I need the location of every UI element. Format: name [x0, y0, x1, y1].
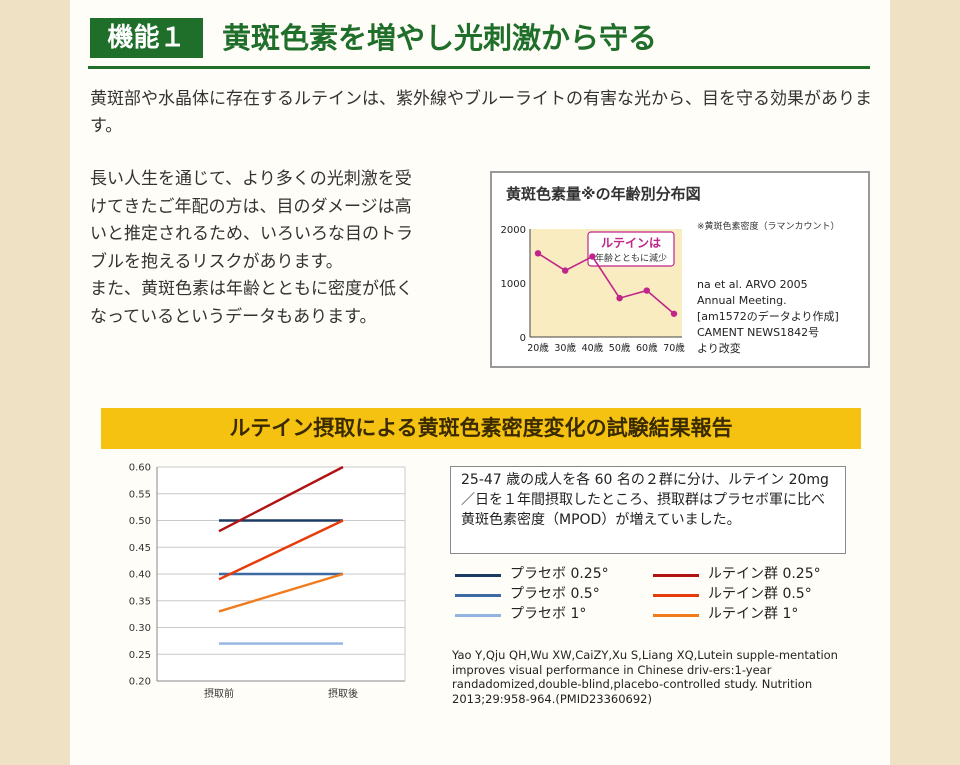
x-tick-label: 50歳	[609, 342, 631, 354]
figure-source-line: na et al. ARVO 2005	[697, 278, 808, 291]
legend-swatch	[653, 574, 699, 577]
legend-label: ルテイン群 1°	[708, 606, 799, 622]
figure-title: 黄斑色素量※の年齢別分布図	[506, 185, 701, 203]
data-point	[562, 267, 569, 274]
chart-legend: プラセボ 0.25° プラセボ 0.5° プラセボ 1° ルテイン群 0.25° ルテイ…	[455, 566, 855, 634]
legend-swatch	[455, 594, 501, 597]
legend-swatch	[653, 614, 699, 617]
y-tick-label: 2000	[501, 225, 526, 236]
legend-swatch	[455, 614, 501, 617]
legend-label: ルテイン群 0.5°	[708, 586, 812, 602]
data-line	[537, 252, 675, 315]
figure-source: na et al. ARVO 2005 Annual Meeting. [am1…	[697, 277, 839, 357]
data-point	[589, 253, 596, 260]
y-tick-label: 0.25	[129, 650, 151, 661]
trial-banner: ルテイン摂取による黄斑色素密度変化の試験結果報告	[101, 408, 861, 449]
data-point	[616, 294, 623, 302]
feature-tag: 機能１	[90, 18, 203, 58]
x-tick-label: 摂取後	[328, 687, 358, 700]
figure-source-line: CAMENT NEWS1842号	[697, 326, 820, 339]
age-distribution-figure: 黄斑色素量※の年齢別分布図 0 1000 2000 20歳 30歳 40歳 50歳 60歳 70…	[490, 171, 870, 368]
age-paragraph-line: けてきたご年配の方は、目のダメージは高	[90, 196, 412, 217]
y-tick-label: 1000	[501, 279, 526, 290]
age-paragraph-line: また、黄斑色素は年齢とともに密度が低く	[90, 279, 413, 299]
mpod-chart: 0.20 0.25 0.30 0.35 0.40 0.45 0.50 0.55 0.60 摂取前 摂…	[129, 463, 406, 700]
series-line	[218, 465, 344, 533]
x-tick-label: 30歳	[554, 342, 576, 354]
y-tick-label: 0	[520, 333, 526, 344]
legend-label: プラセボ 1°	[510, 606, 587, 622]
y-tick-label: 0.55	[129, 489, 151, 500]
legend-label: プラセボ 0.25°	[510, 566, 609, 582]
section-title: 黄斑色素を増やし光刺激から守る	[222, 21, 658, 55]
callout-line: ルテインは	[601, 236, 661, 250]
callout-box	[587, 231, 675, 267]
section-heading: 機能１ 黄斑色素を増やし光刺激から守る	[88, 14, 870, 69]
series-line	[218, 572, 344, 613]
age-paragraph-line: なっているというデータもあります。	[90, 306, 377, 327]
y-tick-label: 0.35	[129, 596, 151, 607]
age-paragraph: 長い人生を通じて、より多くの光刺激を受 けてきたご年配の方は、目のダメージは高 …	[90, 166, 475, 331]
x-tick-label: 40歳	[582, 342, 604, 354]
data-point	[643, 287, 650, 294]
y-tick-label: 0.40	[129, 570, 151, 581]
y-tick-label: 0.60	[129, 463, 151, 474]
age-paragraph-line: 長い人生を通じて、より多くの光刺激を受	[90, 169, 412, 189]
y-tick-label: 0.20	[129, 677, 151, 688]
age-paragraph-line: いと推定されるため、いろいろな目のトラ	[90, 224, 413, 244]
data-point	[670, 310, 678, 317]
series-line	[218, 519, 344, 581]
y-tick-label: 0.30	[129, 623, 151, 634]
x-tick-label: 摂取前	[204, 687, 234, 700]
callout-line: 年齢とともに減少	[595, 252, 667, 264]
age-paragraph-line: ブルを抱えるリスクがあります。	[90, 251, 343, 272]
y-tick-label: 0.50	[129, 516, 151, 527]
legend-swatch	[653, 594, 699, 597]
x-tick-label: 70歳	[663, 342, 685, 354]
legend-label: ルテイン群 0.25°	[708, 566, 821, 582]
x-tick-label: 60歳	[636, 342, 658, 354]
trial-summary-box: 25-47 歳の成人を各 60 名の２群に分け、ルテイン 20mg ／日を１年間…	[450, 466, 846, 554]
legend-swatch	[455, 574, 501, 577]
reference-citation: Yao Y,Qju QH,Wu XW,CaiZY,Xu S,Liang XQ,L…	[452, 648, 838, 706]
figure-source-line: より改変	[697, 342, 741, 355]
y-tick-label: 0.45	[129, 543, 151, 554]
figure-source-line: Annual Meeting.	[697, 294, 787, 307]
x-tick-label: 20歳	[527, 342, 549, 354]
figure-note: ※黄斑色素密度（ラマンカウント）	[697, 222, 840, 232]
figure-source-line: [am1572のデータより作成]	[697, 310, 839, 323]
legend-label: プラセボ 0.5°	[510, 586, 600, 602]
intro-paragraph: 黄斑部や水晶体に存在するルテインは、紫外線やブルーライトの有害な光から、目を守る…	[90, 89, 872, 136]
data-point	[534, 250, 542, 257]
